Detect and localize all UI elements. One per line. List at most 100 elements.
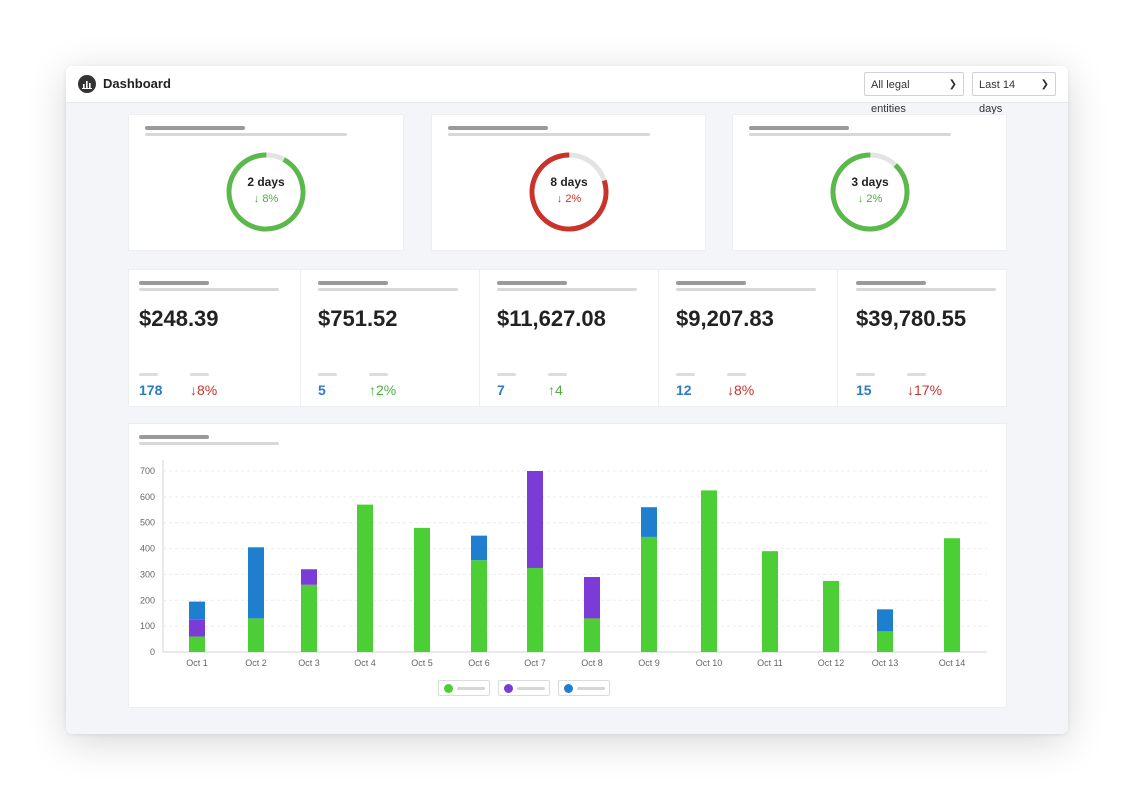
bar-segment — [527, 567, 543, 652]
metric-delta: ↓17% — [907, 382, 943, 398]
metrics-card: $248.39 178 ↓8% $751.52 5 ↑2% $11,627.08… — [128, 269, 1008, 408]
x-tick-label: Oct 12 — [818, 658, 845, 668]
donut-delta: ↓ 2% — [556, 193, 582, 205]
metric-heading-placeholder — [139, 281, 209, 285]
legend-swatch — [504, 684, 513, 693]
donut-value: 2 days — [247, 175, 285, 189]
bar-segment — [877, 631, 893, 652]
stacked-bar-chart: 0 100 200 300 400 500 600 700 Oct 1 Oct 2 Oct 3 Oct… — [140, 460, 987, 668]
legal-entities-select-value: All legal entities — [871, 79, 910, 115]
legend-label-placeholder — [577, 687, 605, 690]
delta-label-placeholder — [548, 373, 567, 376]
metric-amount: $39,780.55 — [856, 306, 967, 331]
donut-delta: ↓ 2% — [857, 193, 883, 205]
x-tick-label: Oct 11 — [757, 658, 783, 668]
count-label-placeholder — [676, 373, 695, 376]
dashboard-window: Dashboard All legal entities ❯ Last 14 d… — [66, 66, 1068, 734]
metric-amount: $11,627.08 — [497, 306, 606, 331]
delta-label-placeholder — [190, 373, 209, 376]
chart-subheading-placeholder — [139, 442, 279, 445]
x-tick-label: Oct 5 — [411, 658, 433, 668]
x-tick-label: Oct 10 — [696, 658, 723, 668]
x-tick-label: Oct 4 — [354, 658, 376, 668]
metric-heading-placeholder — [676, 281, 746, 285]
bar-segment — [189, 619, 205, 637]
y-tick-label: 400 — [140, 544, 155, 554]
bar-segment — [357, 504, 373, 652]
donut-card-1[interactable]: 2 days ↓ 8% — [128, 114, 404, 251]
legend-swatch — [444, 684, 453, 693]
metric-cell[interactable]: $248.39 178 ↓8% — [129, 270, 301, 408]
metric-delta: ↓8% — [190, 382, 218, 398]
bar-segment — [584, 618, 600, 652]
delta-label-placeholder — [907, 373, 926, 376]
count-label-placeholder — [139, 373, 158, 376]
donut-value: 8 days — [550, 175, 588, 189]
legend-label-placeholder — [457, 687, 485, 690]
metric-amount: $9,207.83 — [676, 306, 774, 331]
metric-delta: ↑4 — [548, 382, 563, 398]
bar-segment — [584, 577, 600, 619]
donut-chart — [529, 152, 609, 232]
y-tick-label: 300 — [140, 569, 155, 579]
bar-segment — [823, 580, 839, 652]
x-tick-label: Oct 8 — [581, 658, 603, 668]
metric-subheading-placeholder — [318, 288, 458, 291]
bar-segment — [527, 471, 543, 568]
donut-card-2[interactable]: 8 days ↓ 2% — [431, 114, 706, 251]
metric-heading-placeholder — [497, 281, 567, 285]
legend-item-purple[interactable] — [498, 680, 550, 696]
metric-cell[interactable]: $11,627.08 7 ↑4 — [479, 270, 659, 408]
metric-cell[interactable]: $751.52 5 ↑2% — [300, 270, 480, 408]
card-heading-placeholder — [448, 126, 548, 130]
dashboard-logo-icon — [78, 75, 96, 93]
bar-segment — [471, 535, 487, 561]
donut-chart — [226, 152, 306, 232]
count-label-placeholder — [856, 373, 875, 376]
top-bar: Dashboard All legal entities ❯ Last 14 d… — [66, 66, 1068, 115]
card-subheading-placeholder — [749, 133, 951, 136]
legend-swatch — [564, 684, 573, 693]
bar-segment — [248, 547, 264, 619]
legend-item-blue[interactable] — [558, 680, 610, 696]
metric-heading-placeholder — [318, 281, 388, 285]
legend-item-green[interactable] — [438, 680, 490, 696]
date-range-select[interactable]: Last 14 days ❯ — [972, 72, 1056, 115]
bar-segment — [189, 636, 205, 652]
card-subheading-placeholder — [448, 133, 650, 136]
donut-delta: ↓ 8% — [253, 193, 279, 205]
card-subheading-placeholder — [145, 133, 347, 136]
chevron-down-icon: ❯ — [948, 79, 957, 90]
metric-count: 12 — [676, 382, 692, 398]
x-tick-label: Oct 3 — [298, 658, 320, 668]
bar-segment — [944, 538, 960, 652]
bar-segment — [762, 551, 778, 652]
metric-amount: $751.52 — [318, 306, 398, 331]
bar-segment — [877, 609, 893, 632]
bar-segment — [641, 507, 657, 537]
bar-segment — [301, 584, 317, 652]
metric-count: 7 — [497, 382, 505, 398]
x-tick-label: Oct 14 — [939, 658, 966, 668]
x-tick-label: Oct 2 — [245, 658, 267, 668]
date-range-select-value: Last 14 days — [979, 79, 1016, 115]
donut-ring — [830, 152, 910, 232]
bar-segment — [701, 490, 717, 652]
delta-label-placeholder — [369, 373, 388, 376]
metric-cell[interactable]: $39,780.55 15 ↓17% — [837, 270, 1008, 408]
legal-entities-select[interactable]: All legal entities ❯ — [864, 72, 964, 115]
count-label-placeholder — [497, 373, 516, 376]
x-tick-label: Oct 9 — [638, 658, 660, 668]
delta-label-placeholder — [727, 373, 746, 376]
bar-segment — [471, 560, 487, 652]
card-heading-placeholder — [749, 126, 849, 130]
count-label-placeholder — [318, 373, 337, 376]
donut-ring — [226, 152, 306, 232]
metric-heading-placeholder — [856, 281, 926, 285]
y-tick-label: 500 — [140, 518, 155, 528]
metric-amount: $248.39 — [139, 306, 219, 331]
page-title: Dashboard — [103, 76, 171, 91]
metric-cell[interactable]: $9,207.83 12 ↓8% — [658, 270, 838, 408]
bar-segment — [414, 527, 430, 652]
donut-card-3[interactable]: 3 days ↓ 2% — [732, 114, 1007, 251]
